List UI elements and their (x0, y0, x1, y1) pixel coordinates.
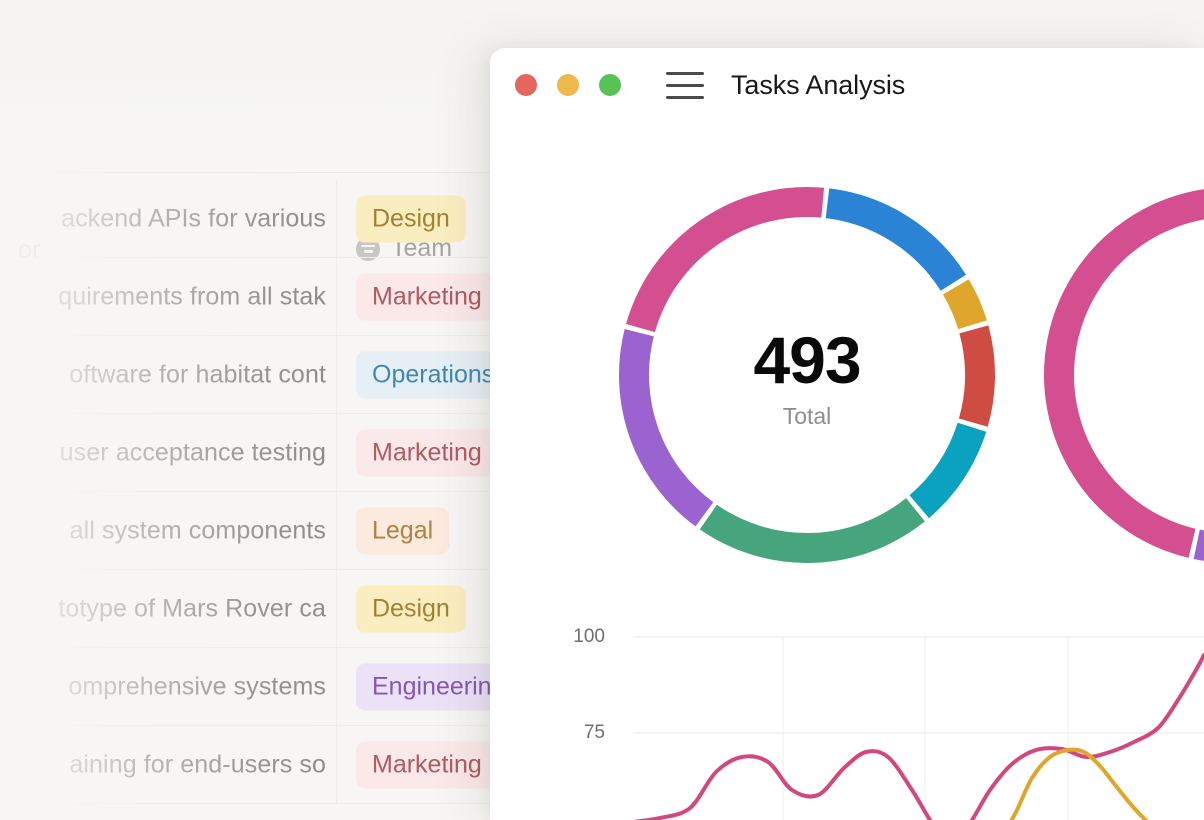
team-tag[interactable]: Marketing (356, 429, 498, 476)
table-row[interactable]: quirements from all stak Marketing (0, 258, 540, 336)
table-header-row: or Team (0, 110, 540, 264)
table-cell-description: aining for end-users so (69, 750, 326, 778)
team-tag[interactable]: Operations (356, 351, 511, 398)
traffic-lights (515, 74, 621, 96)
donut-segment[interactable] (699, 497, 925, 563)
team-tag[interactable]: Design (356, 195, 466, 242)
column-divider (336, 258, 337, 336)
column-divider (336, 648, 337, 726)
donut-segment[interactable] (909, 422, 987, 519)
line-chart: 100 75 (490, 608, 1204, 820)
table-row[interactable]: oftware for habitat cont Operations (0, 336, 540, 414)
donut-charts: 493 Total 1 (490, 122, 1204, 622)
donut-center-value: 493 (753, 323, 861, 397)
column-divider (336, 336, 337, 414)
minimize-button[interactable] (557, 74, 579, 96)
donut-segment[interactable] (626, 187, 825, 333)
line-series[interactable] (632, 653, 1204, 820)
line-series[interactable] (1000, 747, 1182, 820)
y-axis-tick-label: 75 (583, 722, 605, 743)
team-tag[interactable]: Marketing (356, 273, 498, 320)
hamburger-icon[interactable] (666, 71, 704, 99)
table-row[interactable]: omprehensive systems Engineering (0, 648, 540, 726)
donut-center-label: Total (782, 403, 832, 429)
column-divider (336, 570, 337, 648)
donut-segment[interactable] (1044, 189, 1204, 558)
window-title: Tasks Analysis (731, 69, 906, 100)
table-cell-description: totype of Mars Rover ca (58, 594, 326, 622)
table-cell-description: all system components (69, 516, 326, 544)
column-divider (336, 414, 337, 492)
donut-chart-svg (619, 187, 1204, 563)
table-cell-description: ackend APIs for various (61, 204, 326, 232)
donut-segment[interactable] (825, 188, 967, 291)
tasks-analysis-window: Tasks Analysis 493 Total 1 100 75 (490, 48, 1204, 820)
column-divider (336, 726, 337, 804)
team-tag[interactable]: Design (356, 585, 466, 632)
column-divider (336, 180, 337, 258)
donut-segment[interactable] (619, 329, 714, 527)
table-row[interactable]: totype of Mars Rover ca Design (0, 570, 540, 648)
team-tag[interactable]: Marketing (356, 741, 498, 788)
background-task-table: or Team ackend APIs for various Design qui… (0, 0, 540, 820)
zoom-button[interactable] (599, 74, 621, 96)
window-titlebar: Tasks Analysis (490, 48, 1204, 122)
line-chart-svg (632, 636, 1204, 820)
table-row[interactable]: ackend APIs for various Design (0, 180, 540, 258)
y-axis-tick-label: 100 (573, 626, 605, 647)
donut2-center-value: 1 (1162, 327, 1204, 393)
close-button[interactable] (515, 74, 537, 96)
table-row[interactable]: all system components Legal (0, 492, 540, 570)
table-row[interactable]: user acceptance testing Marketing (0, 414, 540, 492)
team-tag[interactable]: Legal (356, 507, 450, 554)
donut-segment[interactable] (958, 325, 995, 427)
donut-segment[interactable] (942, 279, 987, 330)
table-cell-description: quirements from all stak (58, 282, 326, 310)
column-divider (336, 492, 337, 570)
table-row[interactable]: aining for end-users so Marketing (0, 726, 540, 804)
table-cell-description: oftware for habitat cont (69, 360, 326, 388)
table-cell-description: omprehensive systems (68, 672, 326, 700)
table-cell-description: user acceptance testing (59, 438, 326, 466)
